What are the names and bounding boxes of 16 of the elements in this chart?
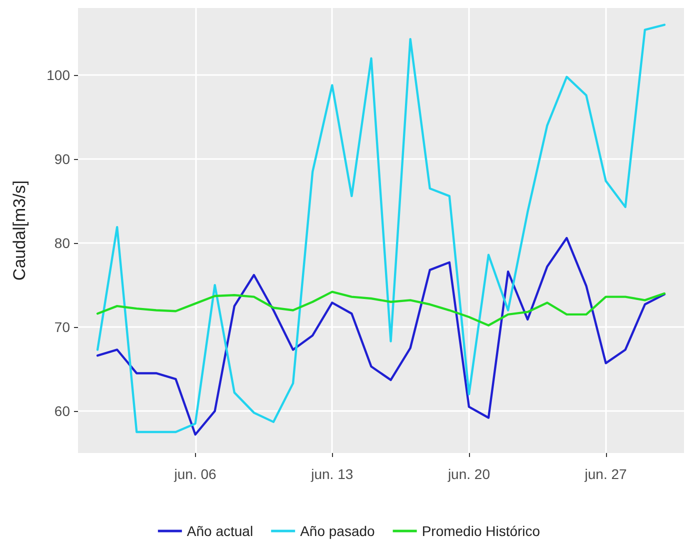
- y-tick-label: 70: [54, 319, 70, 336]
- x-tick-label: jun. 27: [584, 466, 628, 482]
- legend-label: Año pasado: [300, 523, 376, 539]
- legend-label: Promedio Histórico: [422, 523, 540, 539]
- legend-label: Año actual: [186, 523, 254, 539]
- line-series: [96, 236, 666, 436]
- line-series: [96, 24, 666, 434]
- y-tick-label: 90: [54, 151, 70, 168]
- x-tick-label: jun. 13: [310, 466, 354, 482]
- y-tick-label: 80: [54, 235, 70, 252]
- x-tick-label: jun. 20: [446, 466, 490, 482]
- x-tick-label: jun. 06: [173, 466, 217, 482]
- y-tick-label: 100: [46, 67, 70, 84]
- y-tick-label: 60: [54, 403, 70, 420]
- y-axis-title: Caudal[m3/s]: [10, 180, 29, 281]
- line-series: [96, 290, 666, 326]
